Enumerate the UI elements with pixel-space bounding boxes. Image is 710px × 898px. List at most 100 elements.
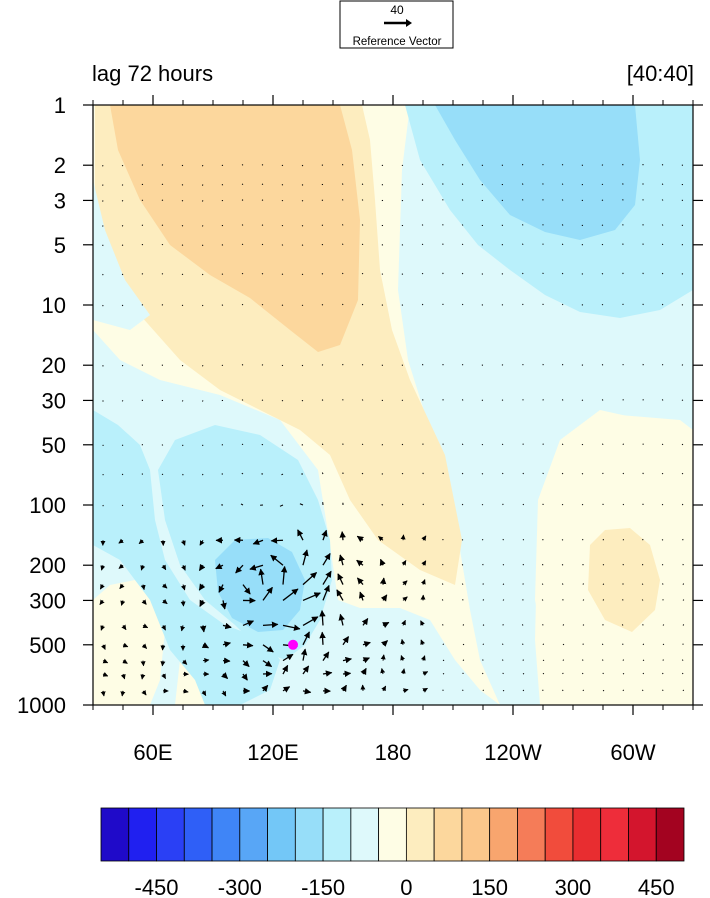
wind-vector (561, 199, 564, 201)
wind-vector (461, 583, 464, 585)
wind-vector (120, 690, 126, 697)
wind-vector (542, 659, 545, 662)
wind-vector (601, 399, 604, 401)
wind-vector (180, 600, 186, 607)
wind-vector (561, 183, 564, 185)
wind-vector (382, 621, 390, 629)
wind-vector (521, 163, 524, 166)
wind-vector (261, 272, 264, 275)
wind-vector (181, 184, 184, 186)
contour-fill-positive-east-50 (588, 528, 660, 632)
wind-vector (102, 658, 109, 664)
wind-vector (501, 399, 504, 401)
wind-vector (582, 689, 585, 692)
wind-vector (140, 660, 146, 667)
wind-vector (421, 243, 424, 246)
wind-vector (341, 199, 344, 201)
wind-vector (321, 529, 328, 541)
wind-vector (138, 538, 145, 545)
wind-vector (521, 199, 524, 201)
wind-vector (242, 660, 250, 668)
wind-vector (270, 537, 284, 544)
colorbar-swatch (239, 807, 268, 862)
wind-vector (222, 622, 232, 630)
wind-vector (161, 564, 167, 571)
wind-vector (282, 588, 299, 601)
wind-vector (502, 659, 504, 661)
wind-vector (361, 399, 364, 401)
wind-vector (100, 565, 106, 571)
wind-vector (341, 163, 344, 166)
wind-vector (241, 399, 244, 401)
wind-vector (241, 183, 244, 185)
wind-vector (401, 560, 407, 566)
wind-vector (461, 503, 464, 506)
wind-vector (380, 654, 386, 661)
y-tick-label: 10 (42, 293, 66, 318)
wind-vector (122, 642, 129, 648)
wind-vector (270, 554, 284, 566)
wind-vector (400, 534, 406, 541)
wind-vector (481, 538, 484, 541)
wind-vector (541, 599, 544, 601)
wind-vector (261, 684, 269, 692)
wind-vector (102, 671, 109, 677)
wind-vector (121, 184, 124, 186)
wind-vector (361, 364, 364, 366)
wind-vector (482, 643, 485, 646)
wind-vector (101, 644, 106, 650)
x-tick-label: 60E (133, 740, 172, 765)
wind-vector (381, 685, 387, 692)
wind-vector (180, 584, 186, 591)
wind-vector (202, 444, 204, 447)
wind-vector (581, 503, 584, 506)
wind-vector (342, 656, 352, 664)
wind-vector (522, 243, 524, 246)
colorbar-swatch (517, 807, 546, 862)
wind-vector (262, 660, 273, 668)
wind-vector (602, 583, 605, 585)
wind-vector (241, 224, 244, 226)
wind-vector (121, 304, 124, 307)
colorbar-tick-label: 0 (400, 875, 412, 898)
wind-vector (602, 659, 604, 661)
wind-vector (181, 659, 188, 665)
reference-vector-label: Reference Vector (353, 36, 442, 48)
wind-vector (561, 443, 564, 446)
wind-vector (421, 303, 424, 306)
wind-vector (235, 564, 244, 574)
y-axis: 1 2 3 5 10 20 30 50 100 200 300 500 1000 (17, 93, 703, 718)
wind-vector (401, 472, 404, 475)
wind-vector (461, 399, 464, 401)
wind-vector (681, 659, 684, 661)
wind-vector (542, 672, 545, 675)
wind-vector (121, 624, 127, 631)
wind-vector (482, 624, 485, 626)
plot-area (93, 105, 693, 705)
wind-vector (582, 624, 585, 626)
wind-vector (282, 686, 291, 693)
wind-vector (561, 272, 564, 275)
y-tick-label: 5 (54, 233, 66, 258)
wind-vector (541, 563, 544, 566)
wind-vector (522, 538, 525, 541)
wind-vector (402, 688, 409, 694)
wind-vector (522, 503, 525, 506)
wind-vector (400, 655, 406, 661)
wind-vector (661, 503, 664, 506)
wind-vector (661, 399, 664, 401)
wind-vector (602, 599, 605, 601)
wind-vector (442, 643, 445, 646)
wind-vector (262, 621, 279, 629)
colorbar-swatch (100, 807, 130, 862)
wind-vector (561, 363, 564, 366)
wind-vector (201, 184, 204, 186)
wind-vector (282, 624, 301, 631)
wind-vector (361, 503, 364, 506)
wind-vector (622, 659, 624, 661)
wind-vector (120, 600, 126, 606)
wind-vector (302, 592, 321, 602)
colorbar-tick-label: 450 (638, 875, 675, 898)
wind-vector (240, 503, 244, 506)
wind-vector (181, 565, 186, 571)
